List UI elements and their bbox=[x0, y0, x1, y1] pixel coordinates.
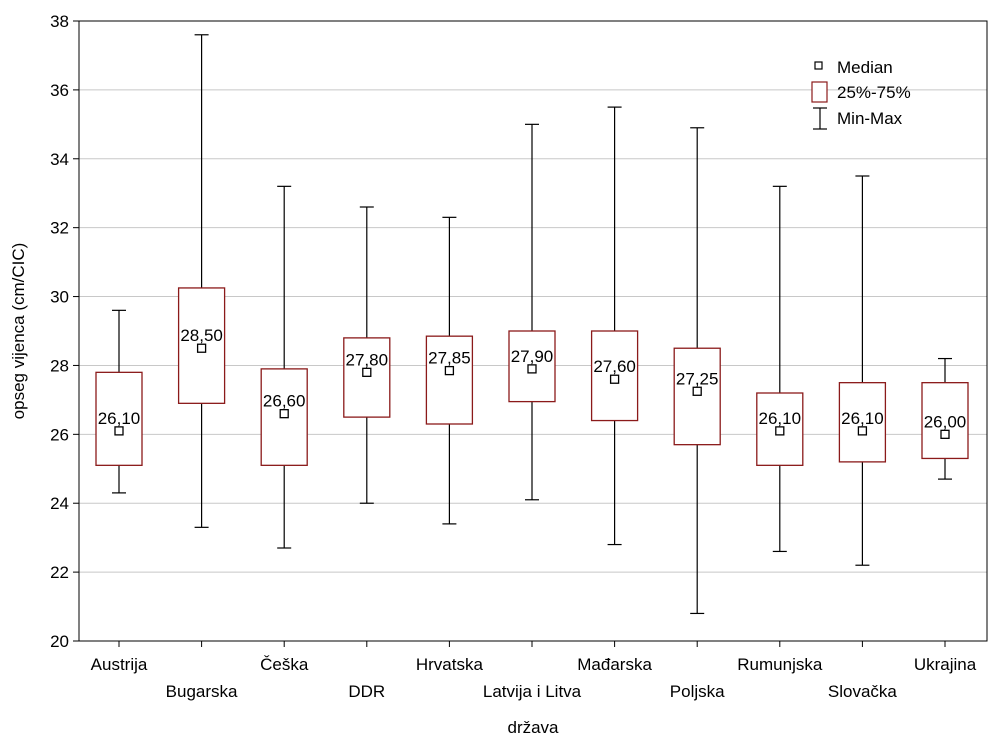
legend-median-label: Median bbox=[837, 58, 893, 77]
median-marker bbox=[362, 367, 372, 377]
grid-lines bbox=[79, 89, 987, 573]
y-axis-ticks: 20 22 24 26 28 30 32 34 36 38 bbox=[50, 12, 79, 651]
legend-median-icon bbox=[814, 61, 823, 70]
x-tick-label: Rumunjska bbox=[737, 655, 823, 674]
x-tick-label: Češka bbox=[260, 655, 309, 674]
median-marker bbox=[857, 426, 868, 436]
x-tick-label: Bugarska bbox=[166, 682, 238, 701]
median-marker bbox=[196, 343, 207, 353]
median-value-label: 27,80 bbox=[346, 350, 389, 369]
box-plot-0: 26,10 bbox=[95, 309, 143, 494]
x-axis-title: država bbox=[507, 718, 559, 737]
x-axis-ticks: Austrija Bugarska Češka DDR Hrvatska Latvija … bbox=[91, 641, 977, 701]
x-tick-label: Austrija bbox=[91, 655, 148, 674]
x-tick-label: Latvija i Litva bbox=[483, 682, 582, 701]
plot-frame bbox=[78, 20, 988, 642]
median-value-label: 26,10 bbox=[98, 409, 141, 428]
median-marker bbox=[114, 426, 124, 436]
median-marker bbox=[940, 429, 950, 439]
x-tick-label: Ukrajina bbox=[914, 655, 977, 674]
box-plot-7: 27,25 bbox=[673, 127, 721, 615]
x-tick-label: Hrvatska bbox=[416, 655, 484, 674]
box-plot-9: 26,10 bbox=[838, 175, 887, 566]
iqr-box bbox=[343, 337, 391, 418]
y-axis-title: opseg vijenca (cm/CIC) bbox=[9, 243, 28, 420]
median-value-label: 26,00 bbox=[924, 412, 967, 431]
x-tick-label: Mađarska bbox=[577, 655, 652, 674]
y-tick-label: 26 bbox=[50, 425, 69, 444]
y-tick-label: 36 bbox=[50, 81, 69, 100]
median-marker bbox=[279, 409, 289, 419]
iqr-box bbox=[921, 382, 969, 460]
y-tick-label: 20 bbox=[50, 632, 69, 651]
y-tick-label: 28 bbox=[50, 356, 69, 375]
x-tick-label: Slovačka bbox=[828, 682, 898, 701]
box-plot-10: 26,00 bbox=[921, 357, 969, 480]
legend-box-label: 25%-75% bbox=[837, 83, 911, 102]
median-value-label: 26,10 bbox=[759, 409, 802, 428]
box-plot-3: 27,80 bbox=[343, 206, 391, 504]
y-tick-label: 38 bbox=[50, 12, 69, 31]
legend: Median 25%-75% Min-Max bbox=[811, 58, 911, 130]
iqr-box bbox=[673, 347, 721, 446]
y-tick-label: 34 bbox=[50, 150, 69, 169]
median-value-label: 26,60 bbox=[263, 392, 306, 411]
box-plots: 26,10 28,50 26,60 27,80 27,85 27,90 27,60 27,25… bbox=[95, 34, 969, 615]
median-marker bbox=[527, 364, 537, 374]
median-value-label: 27,90 bbox=[511, 347, 554, 366]
median-marker bbox=[692, 386, 702, 396]
x-tick-label: DDR bbox=[348, 682, 385, 701]
median-value-label: 26,10 bbox=[841, 409, 884, 428]
legend-whisker-label: Min-Max bbox=[837, 109, 903, 128]
x-tick-label: Poljska bbox=[670, 682, 725, 701]
median-marker bbox=[775, 426, 785, 436]
box-plot-4: 27,85 bbox=[425, 216, 474, 525]
box-plot-2: 26,60 bbox=[260, 185, 308, 549]
median-marker bbox=[609, 374, 620, 384]
iqr-box bbox=[425, 335, 474, 425]
legend-box-icon bbox=[811, 81, 828, 103]
y-tick-label: 32 bbox=[50, 219, 69, 238]
box-plot-6: 27,60 bbox=[590, 106, 639, 546]
median-value-label: 27,25 bbox=[676, 369, 719, 388]
box-plot-1: 28,50 bbox=[177, 34, 226, 528]
median-marker bbox=[444, 365, 455, 376]
legend-whisker-icon bbox=[813, 107, 827, 130]
box-plot-5: 27,90 bbox=[508, 123, 556, 501]
y-tick-label: 22 bbox=[50, 563, 69, 582]
iqr-box bbox=[95, 371, 143, 466]
box-plot-8: 26,10 bbox=[756, 185, 804, 553]
median-value-label: 27,60 bbox=[593, 357, 636, 376]
y-tick-label: 24 bbox=[50, 494, 69, 513]
iqr-box bbox=[838, 382, 887, 463]
median-value-label: 28,50 bbox=[180, 326, 223, 345]
median-value-label: 27,85 bbox=[428, 349, 471, 368]
y-tick-label: 30 bbox=[50, 288, 69, 307]
